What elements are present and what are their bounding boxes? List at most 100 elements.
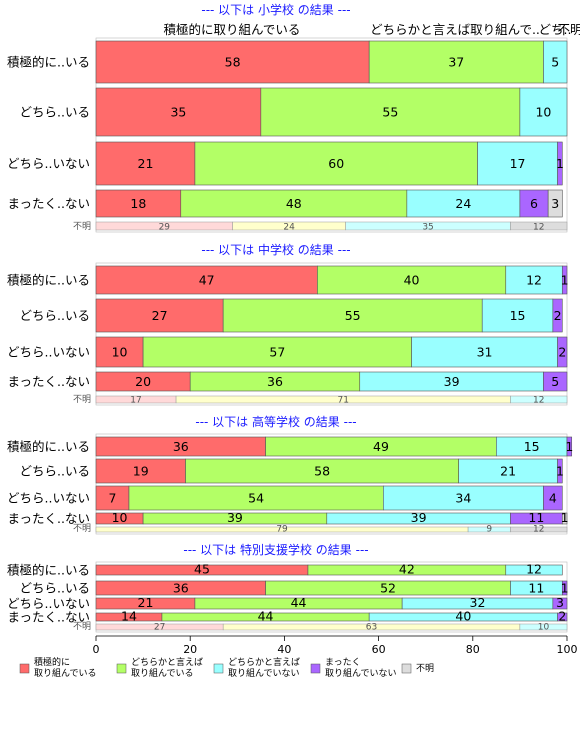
row-label: まったく..ない: [8, 374, 90, 389]
bar-segment: [128, 485, 384, 511]
data-label: 21: [500, 464, 516, 479]
unknown-value: 71: [338, 396, 349, 406]
bar-segment: [519, 189, 549, 218]
row-label: どちら..いない: [7, 491, 90, 506]
bar-segment: [180, 189, 408, 218]
top-annotation-2: どちらかと言えば取り組んで..: [370, 22, 540, 37]
data-label: 18: [130, 196, 146, 211]
x-tick-label: 0: [93, 643, 100, 656]
unknown-value: 12: [533, 396, 544, 406]
data-label: 4: [549, 491, 557, 506]
row-label: まったく..ない: [8, 610, 90, 625]
unknown-value: 10: [538, 623, 550, 633]
unknown-value: 17: [130, 396, 141, 406]
panel-frame-3: [95, 561, 568, 633]
data-label: 24: [455, 196, 471, 211]
data-label: 32: [470, 595, 486, 610]
bar-segment: [561, 512, 568, 525]
bar-segment: [185, 458, 459, 484]
bar-segment: [505, 265, 563, 295]
panel-title-0: --- 以下は 小学校 の結果 ---: [201, 2, 350, 17]
row-label: 積極的に..いる: [7, 439, 90, 454]
x-tick-label: 60: [372, 643, 386, 656]
data-label: 40: [404, 273, 420, 288]
data-label: 48: [286, 196, 302, 211]
bar-segment: [543, 40, 568, 84]
legend-swatch: [116, 663, 127, 674]
unknown-label: 不明: [73, 394, 91, 405]
legend-swatch: [401, 663, 412, 674]
data-label: 1: [556, 156, 564, 171]
data-label: 55: [345, 308, 361, 323]
panel-title-1: --- 以下は 中学校 の結果 ---: [201, 242, 350, 257]
data-label: 20: [135, 374, 151, 389]
unknown-segment: [510, 526, 568, 533]
unknown-segment: [510, 221, 568, 231]
unknown-value: 35: [422, 223, 433, 233]
bar-segment: [566, 436, 573, 457]
bar-segment: [95, 265, 318, 295]
x-tick-label: 100: [557, 643, 578, 656]
data-label: 17: [510, 156, 526, 171]
data-label: 1: [561, 510, 569, 525]
bar-segment: [557, 141, 563, 186]
panel-frame-1: [95, 262, 568, 406]
bar-segment: [505, 564, 563, 576]
data-label: 47: [199, 273, 215, 288]
data-label: 42: [399, 562, 415, 577]
legend-label: 積極的に: [34, 656, 70, 668]
data-label: 54: [248, 491, 264, 506]
legend-label: まったく: [325, 657, 361, 668]
unknown-value: 63: [366, 623, 377, 633]
bar-segment: [552, 298, 563, 333]
bar-segment: [95, 298, 224, 333]
unknown-segment: [510, 395, 568, 404]
bar-segment: [477, 141, 558, 186]
unknown-value: 27: [154, 623, 165, 633]
data-label: 12: [526, 273, 542, 288]
unknown-value: 29: [159, 223, 171, 233]
x-tick-label: 80: [466, 643, 480, 656]
bar-segment: [222, 298, 483, 333]
legend-swatch: [213, 663, 224, 674]
unknown-label: 不明: [73, 621, 91, 632]
data-label: 1: [561, 580, 569, 595]
data-label: 44: [258, 609, 274, 624]
bar-segment: [194, 141, 478, 186]
data-label: 49: [373, 439, 389, 454]
unknown-segment: [519, 623, 568, 631]
top-annotation-4: 不明: [557, 22, 580, 37]
data-label: 27: [152, 308, 168, 323]
bar-segment: [557, 336, 568, 368]
bar-segment: [406, 189, 521, 218]
data-label: 55: [382, 105, 398, 120]
legend-label: どちらかと言えば: [228, 656, 300, 668]
data-label: 44: [291, 595, 307, 610]
unknown-value: 24: [283, 223, 295, 233]
bar-segment: [561, 265, 568, 295]
bar-segment: [95, 336, 144, 368]
data-label: 52: [380, 580, 396, 595]
data-label: 6: [530, 196, 538, 211]
bar-segment: [557, 458, 563, 484]
data-label: 5: [551, 55, 559, 70]
legend-label: 不明: [416, 663, 434, 674]
data-label: 11: [528, 510, 544, 525]
data-label: 12: [526, 562, 542, 577]
x-tick-label: 20: [183, 643, 197, 656]
data-label: 39: [444, 374, 460, 389]
data-label: 7: [109, 491, 117, 506]
data-label: 40: [455, 609, 471, 624]
data-label: 21: [138, 156, 154, 171]
legend-label: 取り組んでいる: [34, 667, 97, 679]
top-annotation-1: 積極的に取り組んでいる: [164, 22, 301, 37]
data-label: 35: [170, 105, 186, 120]
data-label: 10: [535, 105, 551, 120]
row-label: 積極的に..いる: [7, 563, 90, 578]
row-label: 積極的に..いる: [7, 273, 90, 288]
data-label: 19: [133, 464, 149, 479]
unknown-value: 12: [533, 223, 544, 233]
data-label: 10: [112, 510, 128, 525]
row-label: まったく..ない: [8, 511, 90, 526]
